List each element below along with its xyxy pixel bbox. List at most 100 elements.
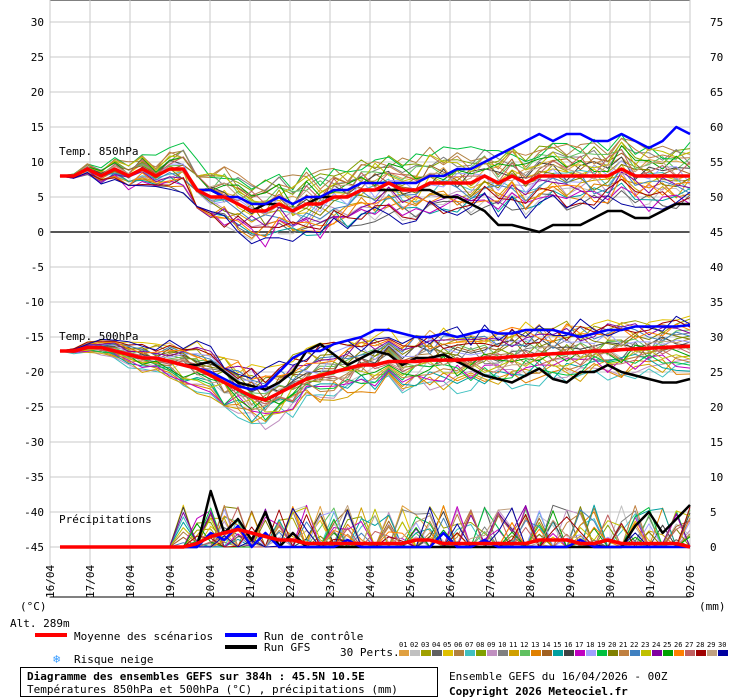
perturbation-t500-line — [59, 325, 691, 385]
series-t500-line — [60, 344, 691, 402]
perturbation-legend-label: 30 — [718, 641, 726, 649]
perturbation-t850-line — [59, 174, 691, 236]
perturbation-legend-swatch — [498, 650, 508, 656]
perturbation-t850-line — [59, 169, 691, 227]
perturbation-legend-swatch — [663, 650, 673, 656]
x-tick-label: 20/04 — [204, 565, 217, 598]
right-tick-label: 5 — [710, 506, 717, 519]
legend-mean-label: Moyenne des scénarios — [74, 630, 213, 643]
perturbation-legend-swatch — [421, 650, 431, 656]
perturbation-legend-label: 28 — [696, 641, 704, 649]
perturbation-t500-line — [59, 332, 691, 393]
left-tick-label: 0 — [37, 226, 44, 239]
perturbation-t500-line — [59, 347, 691, 411]
run-info: Ensemble GEFS du 16/04/2026 - 00Z — [449, 670, 668, 683]
perturbation-legend-label: 09 — [487, 641, 495, 649]
panel-label-precip: Précipitations — [59, 513, 152, 526]
perturbation-legend-label: 24 — [652, 641, 660, 649]
right-tick-label: 50 — [710, 191, 723, 204]
perturbation-legend-swatch — [432, 650, 442, 656]
perturbation-legend-swatch — [410, 650, 420, 656]
perturbation-t500-line — [59, 315, 691, 379]
perturbation-legend-swatch — [619, 650, 629, 656]
x-tick-label: 01/05 — [644, 565, 657, 598]
left-axis-ticks: 30 25 20 15 10 5 0 -5 -10 -15 -20 -25 -30 -35 -40 -45 — [24, 16, 44, 554]
perturbation-t500-line — [59, 344, 691, 405]
x-tick-label: 30/04 — [604, 565, 617, 598]
perturbation-legend-label: 19 — [597, 641, 605, 649]
perturbation-legend-swatch — [454, 650, 464, 656]
perturbation-legend-label: 12 — [520, 641, 528, 649]
perturbation-legend-swatch — [465, 650, 475, 656]
perturbation-legend-label: 15 — [553, 641, 561, 649]
perturbation-legend-swatch — [531, 650, 541, 656]
perturbation-t850-line — [59, 137, 691, 193]
x-tick-label: 21/04 — [244, 565, 257, 598]
left-tick-label: 30 — [31, 16, 44, 29]
right-tick-label: 15 — [710, 436, 723, 449]
perturbation-legend-label: 07 — [465, 641, 473, 649]
perturbation-legend-swatch — [597, 650, 607, 656]
perturbation-legend-swatch — [707, 650, 717, 656]
perturbation-legend-label: 20 — [608, 641, 616, 649]
left-tick-label: -35 — [24, 471, 44, 484]
perturbation-legend-swatch — [630, 650, 640, 656]
perturbation-legend-swatch — [443, 650, 453, 656]
perturbation-legend-swatch — [542, 650, 552, 656]
perturbation-legend-swatch — [564, 650, 574, 656]
x-tick-label: 25/04 — [404, 565, 417, 598]
panel-label-t500: Temp. 500hPa — [59, 330, 138, 343]
snowflake-icon: ❄ — [53, 652, 60, 666]
series-precip-line — [60, 527, 691, 549]
perturbation-legend-swatch — [652, 650, 662, 656]
perturbation-legend-label: 08 — [476, 641, 484, 649]
chart-grid — [49, 0, 691, 598]
x-tick-label: 27/04 — [484, 565, 497, 598]
left-tick-label: -10 — [24, 296, 44, 309]
right-tick-label: 40 — [710, 261, 723, 274]
legend-control-swatch — [225, 633, 257, 637]
perturbation-legend-swatch — [685, 650, 695, 656]
perturbation-t500-line — [59, 350, 691, 422]
perturbation-legend-label: 18 — [586, 641, 594, 649]
left-tick-label: -15 — [24, 331, 44, 344]
perturbation-legend-swatch — [553, 650, 563, 656]
perturbation-t500-line — [59, 323, 691, 392]
x-tick-label: 02/05 — [684, 565, 697, 598]
right-tick-label: 35 — [710, 296, 723, 309]
perturbation-legend-label: 25 — [663, 641, 671, 649]
perturbation-legend-label: 01 — [399, 641, 407, 649]
perturbation-t850-line — [59, 141, 691, 204]
perturbation-legend-label: 21 — [619, 641, 627, 649]
perturbation-legend-label: 06 — [454, 641, 462, 649]
x-tick-label: 28/04 — [524, 565, 537, 598]
legend-control-label: Run de contrôle — [264, 630, 363, 643]
perturbation-legend-label: 16 — [564, 641, 572, 649]
perturbation-legend-label: 03 — [421, 641, 429, 649]
perturbation-t500-line — [59, 323, 691, 380]
perturbation-legend-swatch — [641, 650, 651, 656]
perturbation-legend-swatch — [718, 650, 728, 656]
right-tick-label: 65 — [710, 86, 723, 99]
perturbation-count-label: 30 Perts. — [340, 646, 400, 659]
legend-mean-swatch — [35, 633, 67, 637]
perturbation-legend-label: 02 — [410, 641, 418, 649]
perturbation-legend-label: 04 — [432, 641, 440, 649]
legend-gfs-swatch — [225, 645, 257, 649]
perturbation-t500-line — [59, 315, 691, 374]
left-tick-label: 25 — [31, 51, 44, 64]
x-tick-label: 29/04 — [564, 565, 577, 598]
left-tick-label: 10 — [31, 156, 44, 169]
left-tick-label: -5 — [31, 261, 44, 274]
perturbation-legend-swatch — [575, 650, 585, 656]
chart-title: Diagramme des ensembles GEFS sur 384h : … — [27, 670, 365, 683]
perturbation-legend-label: 22 — [630, 641, 638, 649]
perturbation-legend-swatch — [696, 650, 706, 656]
chart-title-box: Diagramme des ensembles GEFS sur 384h : … — [20, 667, 438, 697]
perturbation-legend-label: 13 — [531, 641, 539, 649]
left-tick-label: -40 — [24, 506, 44, 519]
main-series-lines — [60, 125, 691, 549]
perturbation-legend: 01 02 03 04 05 06 07 08 09 10 11 12 13 14 15 16 17 18 19 20… — [399, 641, 728, 656]
